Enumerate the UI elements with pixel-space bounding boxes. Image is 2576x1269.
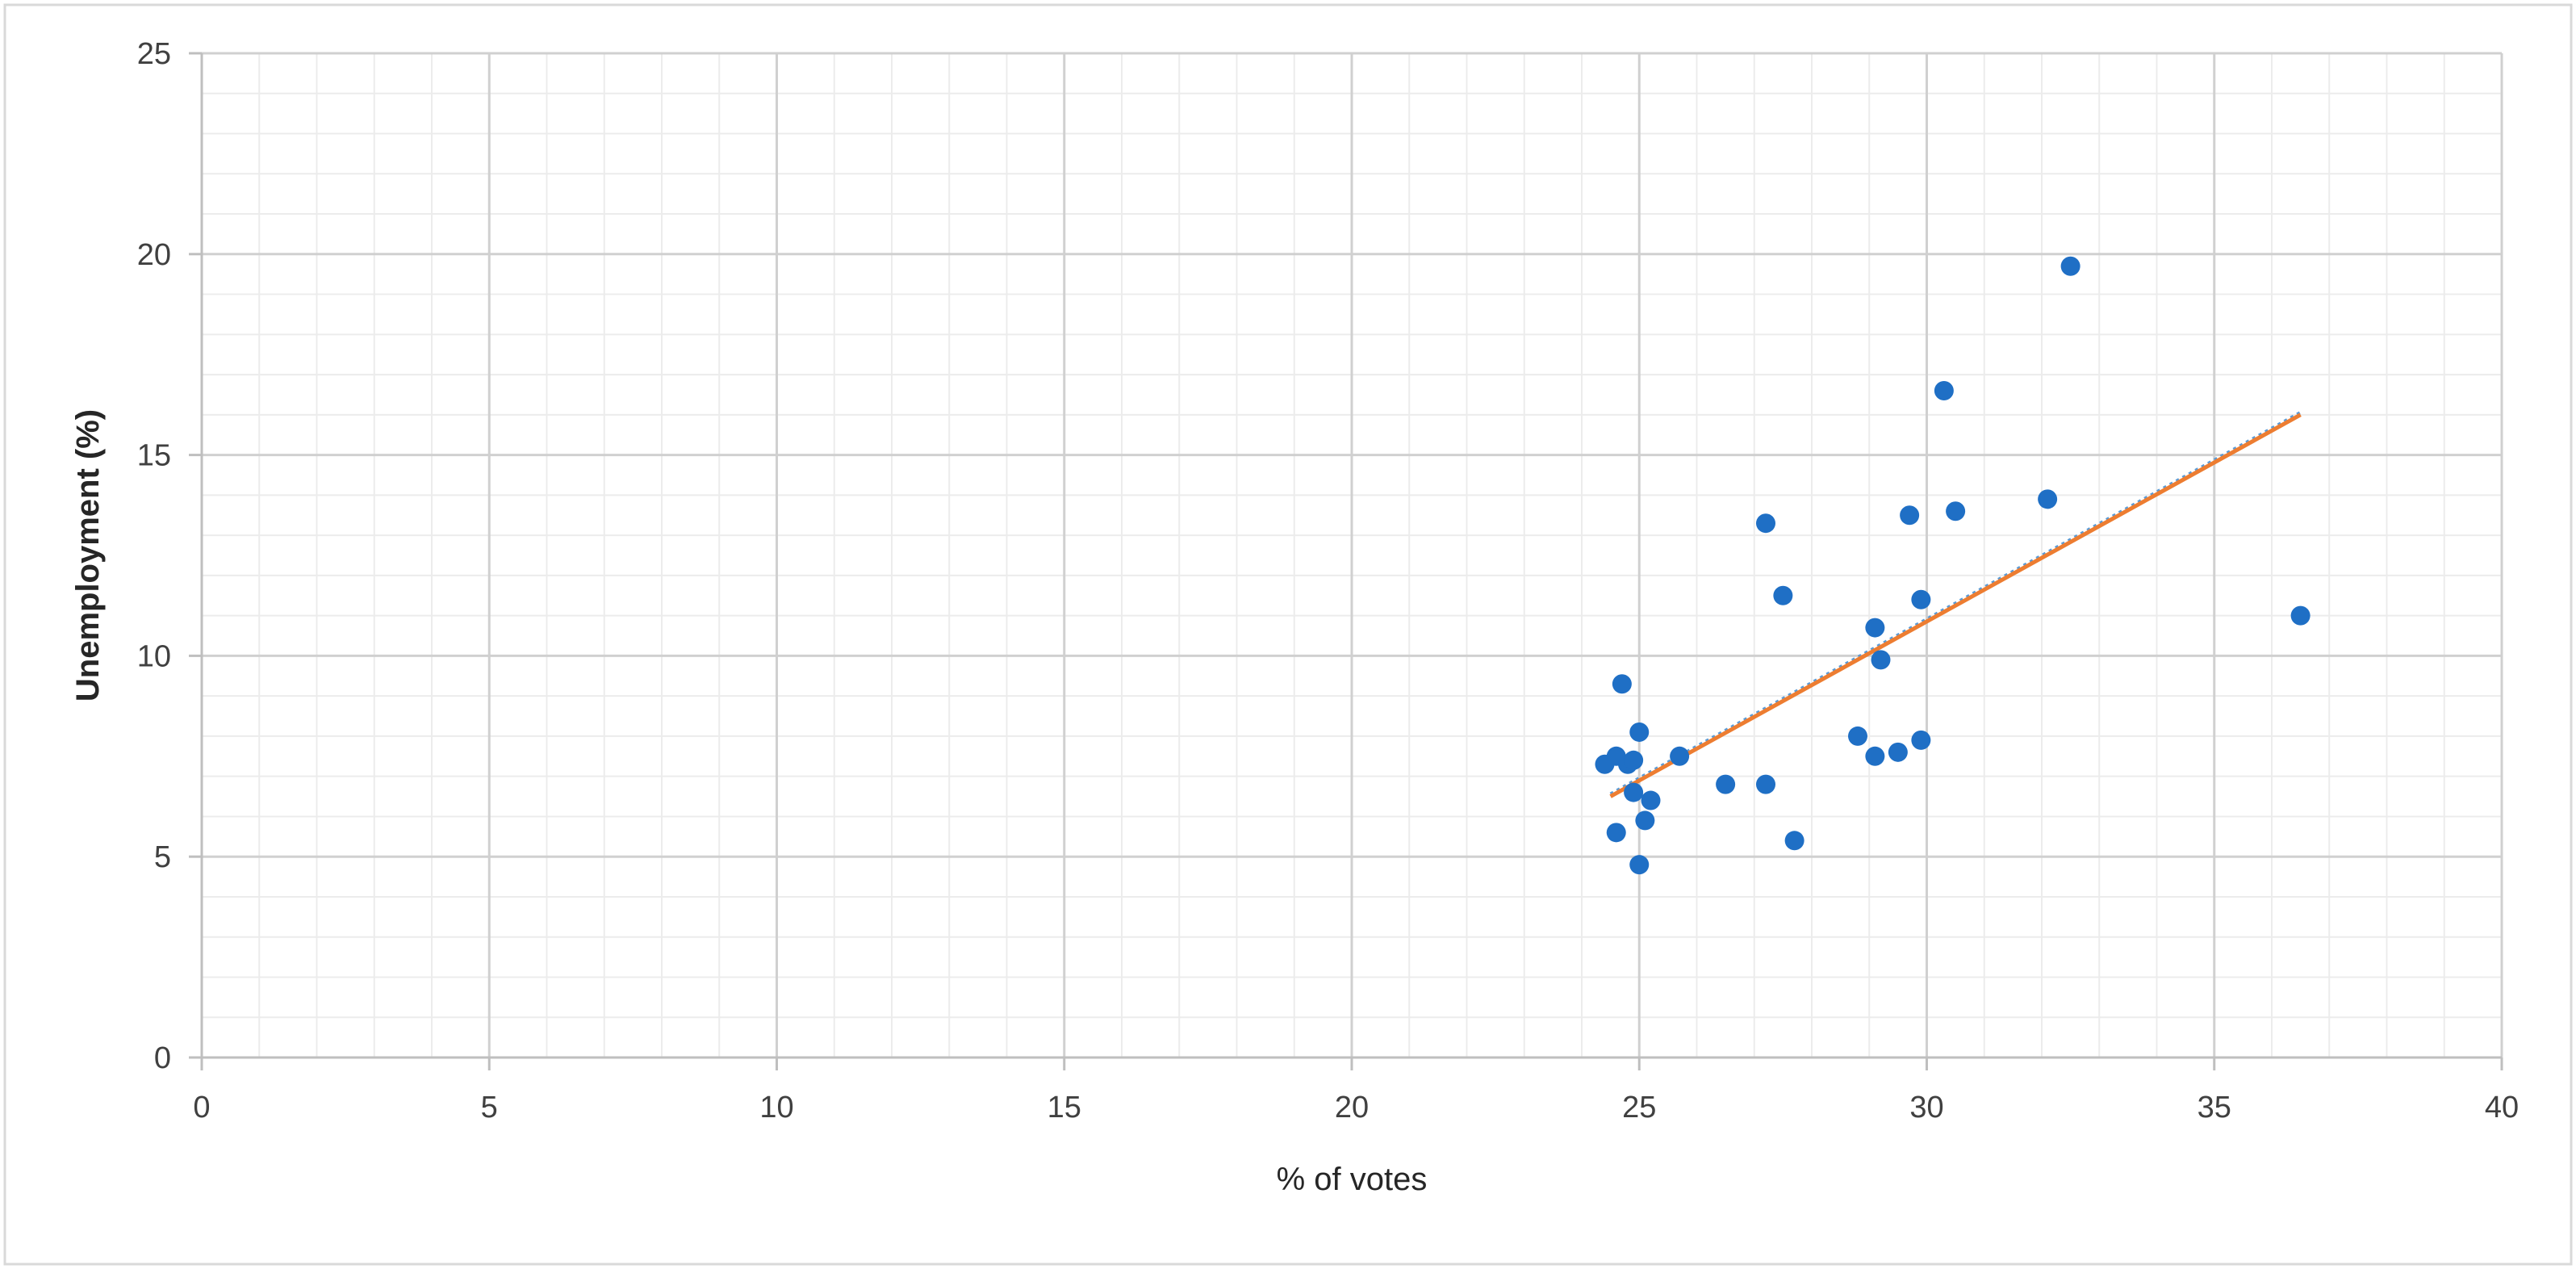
- data-point: [2060, 256, 2080, 276]
- data-point: [1624, 782, 1644, 802]
- data-point: [2038, 489, 2058, 509]
- data-point: [1641, 790, 1661, 810]
- data-point: [1911, 589, 1931, 609]
- data-point: [1934, 380, 1954, 400]
- y-tick-label: 15: [137, 439, 171, 473]
- y-tick-label: 25: [137, 37, 171, 71]
- data-point: [1629, 722, 1650, 742]
- trendline-dotted: [1609, 411, 2302, 796]
- data-point: [1848, 726, 1867, 746]
- x-tick-label: 10: [759, 1091, 793, 1125]
- data-point: [1756, 774, 1775, 794]
- data-point: [1624, 750, 1644, 770]
- x-tick-label: 25: [1622, 1091, 1656, 1125]
- data-point: [1629, 855, 1650, 875]
- x-tick-label: 15: [1048, 1091, 1081, 1125]
- x-axis-tick-labels: 0 5 10 15 20 25 30 35 40: [193, 1091, 2519, 1125]
- data-point: [1871, 650, 1891, 670]
- chart-frame: [3, 3, 2573, 1266]
- data-point: [1784, 831, 1804, 851]
- data-point: [1911, 730, 1931, 750]
- x-tick-label: 20: [1335, 1091, 1369, 1125]
- y-tick-label: 0: [154, 1041, 171, 1075]
- x-axis-title: % of votes: [1277, 1162, 1428, 1197]
- data-point: [2290, 605, 2310, 626]
- x-tick-label: 5: [481, 1091, 498, 1125]
- data-point: [1865, 746, 1885, 766]
- data-point: [1900, 505, 1920, 526]
- data-point: [1606, 823, 1626, 843]
- y-tick-label: 5: [154, 840, 171, 874]
- y-axis-title: Unemployment (%): [70, 409, 106, 702]
- y-axis-tick-labels: 0 5 10 15 20 25: [137, 37, 171, 1075]
- linear-trendline: [1609, 413, 2302, 798]
- data-point: [1716, 774, 1736, 794]
- y-tick-label: 10: [137, 639, 171, 673]
- data-point: [1865, 618, 1885, 638]
- data-point: [1635, 810, 1655, 831]
- data-point: [1670, 746, 1690, 766]
- data-points: [1595, 256, 2310, 875]
- x-tick-label: 30: [1909, 1091, 1943, 1125]
- data-point: [1946, 501, 1966, 521]
- data-point: [1612, 674, 1632, 694]
- data-point: [1756, 513, 1775, 534]
- trendline-group: [1609, 411, 2302, 798]
- data-point: [1888, 742, 1908, 762]
- axes: [189, 52, 2503, 1070]
- x-tick-label: 40: [2485, 1091, 2519, 1125]
- x-tick-label: 0: [193, 1091, 210, 1125]
- y-tick-label: 20: [137, 238, 171, 272]
- data-point: [1773, 585, 1793, 605]
- x-tick-label: 35: [2198, 1091, 2231, 1125]
